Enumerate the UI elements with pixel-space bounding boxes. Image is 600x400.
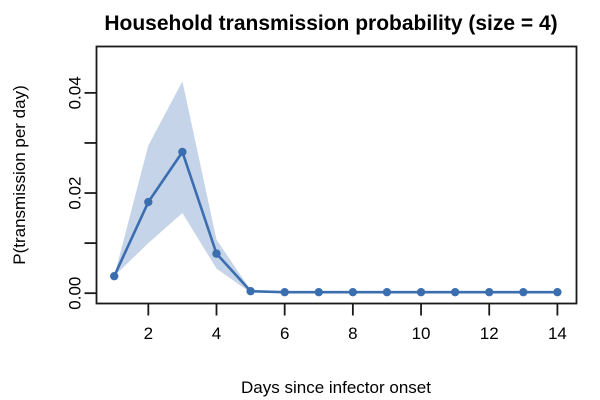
data-point bbox=[382, 287, 392, 297]
x-tick-label: 4 bbox=[212, 324, 221, 343]
x-axis-title: Days since infector onset bbox=[241, 378, 431, 397]
chart-title: Household transmission probability (size… bbox=[104, 12, 558, 35]
data-point bbox=[246, 286, 255, 296]
data-point bbox=[553, 287, 562, 297]
data-point bbox=[314, 287, 323, 297]
data-point bbox=[280, 287, 289, 297]
data-point bbox=[178, 147, 187, 157]
y-tick-label: 0.00 bbox=[66, 277, 85, 310]
data-point bbox=[416, 287, 426, 297]
x-tick-label: 10 bbox=[412, 324, 431, 343]
x-tick-label: 8 bbox=[348, 324, 357, 343]
x-tick-label: 14 bbox=[548, 324, 567, 343]
data-point bbox=[144, 197, 153, 207]
data-point bbox=[450, 287, 460, 297]
data-point bbox=[519, 287, 528, 297]
y-tick-label: 0.04 bbox=[66, 76, 85, 109]
y-tick-label: 0.02 bbox=[66, 176, 85, 209]
data-point bbox=[110, 271, 119, 281]
data-point bbox=[212, 249, 221, 258]
confidence-band bbox=[114, 81, 558, 293]
mean-line bbox=[112, 150, 559, 294]
plot-box bbox=[95, 45, 578, 305]
data-point bbox=[348, 287, 358, 297]
x-tick-label: 6 bbox=[280, 324, 289, 343]
x-tick-label: 12 bbox=[480, 324, 499, 343]
x-tick-label: 2 bbox=[144, 324, 153, 343]
data-point bbox=[485, 287, 494, 297]
